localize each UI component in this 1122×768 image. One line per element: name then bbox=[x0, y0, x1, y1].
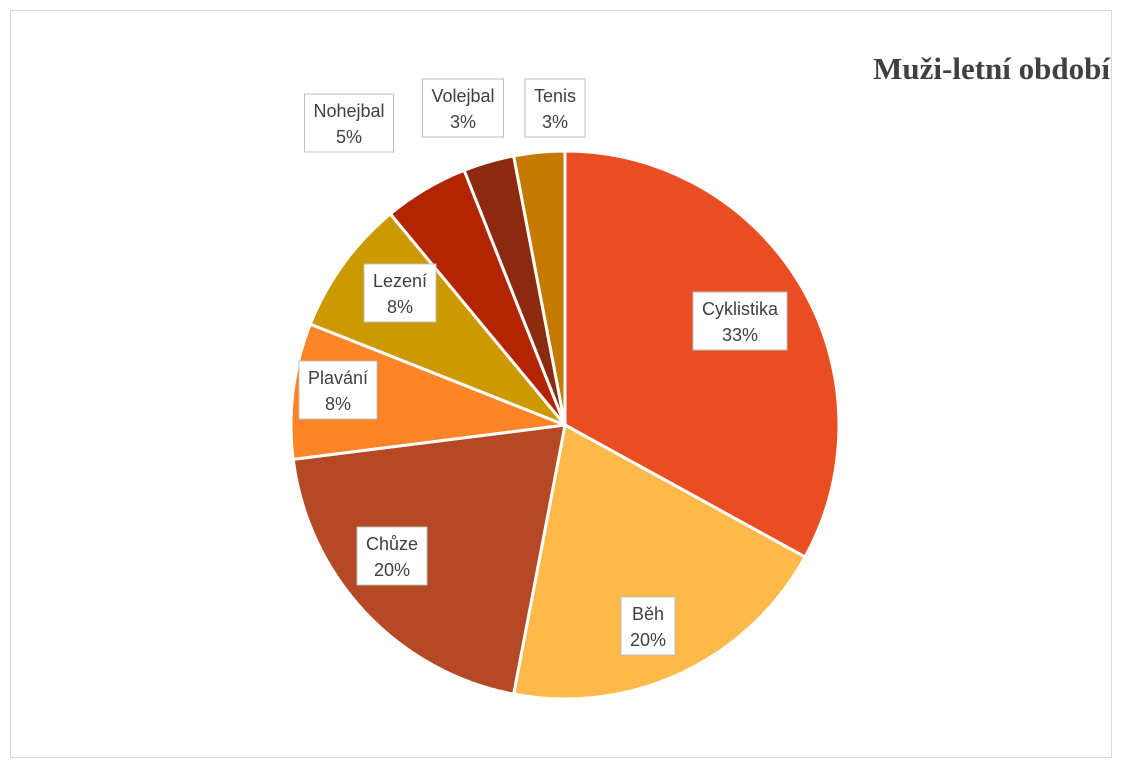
pie-slice bbox=[289, 322, 566, 462]
chart-title: Muži-letní období bbox=[873, 51, 1110, 86]
label-category: Chůze bbox=[366, 534, 418, 554]
label-category: Nohejbal bbox=[313, 101, 384, 121]
pie-slice bbox=[563, 149, 841, 560]
data-label: Cyklistika 33% bbox=[692, 291, 788, 351]
data-label: Nohejbal 5% bbox=[303, 93, 395, 153]
label-category: Plavání bbox=[308, 368, 368, 388]
label-box bbox=[356, 526, 428, 586]
label-value: 3% bbox=[450, 112, 476, 132]
label-box bbox=[524, 78, 586, 138]
label-category: Volejbal bbox=[431, 86, 494, 106]
pie-slice bbox=[511, 149, 567, 426]
label-value: 33% bbox=[722, 325, 758, 345]
label-value: 8% bbox=[387, 297, 413, 317]
data-label: Lezení 8% bbox=[363, 263, 437, 323]
pie-slice bbox=[511, 422, 808, 701]
label-box bbox=[692, 291, 788, 351]
data-label: Chůze 20% bbox=[356, 526, 428, 586]
label-box bbox=[363, 263, 437, 323]
label-value: 20% bbox=[374, 560, 410, 580]
label-box bbox=[298, 360, 378, 420]
label-category: Cyklistika bbox=[702, 299, 779, 319]
label-value: 3% bbox=[542, 112, 568, 132]
data-label: Tenis 3% bbox=[524, 78, 586, 138]
label-box bbox=[421, 78, 505, 138]
slices bbox=[289, 149, 841, 701]
label-category: Běh bbox=[632, 604, 664, 624]
data-label: Běh 20% bbox=[620, 596, 676, 656]
pie-slice bbox=[291, 423, 567, 696]
label-value: 8% bbox=[325, 394, 351, 414]
data-label: Volejbal 3% bbox=[421, 78, 505, 138]
label-box bbox=[620, 596, 676, 656]
label-value: 5% bbox=[336, 127, 362, 147]
label-category: Lezení bbox=[373, 271, 427, 291]
label-category: Tenis bbox=[534, 86, 576, 106]
label-box bbox=[303, 93, 395, 153]
label-value: 20% bbox=[630, 630, 666, 650]
data-label: Plavání 8% bbox=[298, 360, 378, 420]
